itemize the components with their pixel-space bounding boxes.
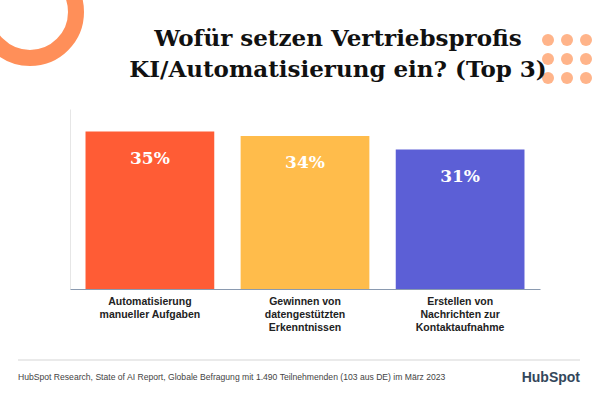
decor-dots bbox=[542, 34, 592, 84]
x-axis-line bbox=[71, 289, 541, 290]
x-axis: Automatisierungmanueller Aufgaben Gewinne… bbox=[71, 289, 541, 333]
decor-dot bbox=[542, 34, 554, 46]
decor-dot bbox=[561, 53, 573, 65]
data-label: 34% bbox=[285, 152, 325, 172]
data-label: 31% bbox=[440, 166, 480, 186]
decor-dot bbox=[561, 34, 573, 46]
chart-container: Wofür setzen VertriebsprofisKI/Automatis… bbox=[0, 0, 598, 398]
x-tick-label: Erstellen vonNachrichten zurKontaktaufna… bbox=[416, 295, 505, 333]
y-axis bbox=[70, 110, 71, 290]
decor-dot bbox=[580, 72, 592, 84]
y-axis-line bbox=[70, 110, 71, 290]
bar bbox=[86, 132, 215, 290]
chart-title: Wofür setzen VertriebsprofisKI/Automatis… bbox=[129, 24, 547, 82]
x-tick: Erstellen vonNachrichten zurKontaktaufna… bbox=[416, 289, 505, 333]
logo: HubSpot bbox=[522, 369, 581, 385]
x-tick: Gewinnen vondatengestütztenErkenntnissen bbox=[265, 289, 346, 333]
footer-rule bbox=[18, 360, 580, 361]
bar bbox=[241, 136, 370, 289]
decor-dot bbox=[580, 34, 592, 46]
decor-dot bbox=[580, 53, 592, 65]
x-tick-label: Gewinnen vondatengestütztenErkenntnissen bbox=[265, 295, 346, 333]
data-labels: 35% 34% 31% bbox=[130, 148, 480, 186]
bar bbox=[396, 150, 525, 290]
data-label: 35% bbox=[130, 148, 170, 168]
x-tick: Automatisierungmanueller Aufgaben bbox=[100, 289, 201, 320]
decor-dot bbox=[561, 72, 573, 84]
source-note: HubSpot Research, State of AI Report, Gl… bbox=[18, 372, 446, 382]
decor-ring bbox=[0, 0, 76, 58]
x-tick-label: Automatisierungmanueller Aufgaben bbox=[100, 295, 201, 320]
bars bbox=[86, 132, 525, 290]
chart-svg: Wofür setzen VertriebsprofisKI/Automatis… bbox=[0, 0, 598, 398]
